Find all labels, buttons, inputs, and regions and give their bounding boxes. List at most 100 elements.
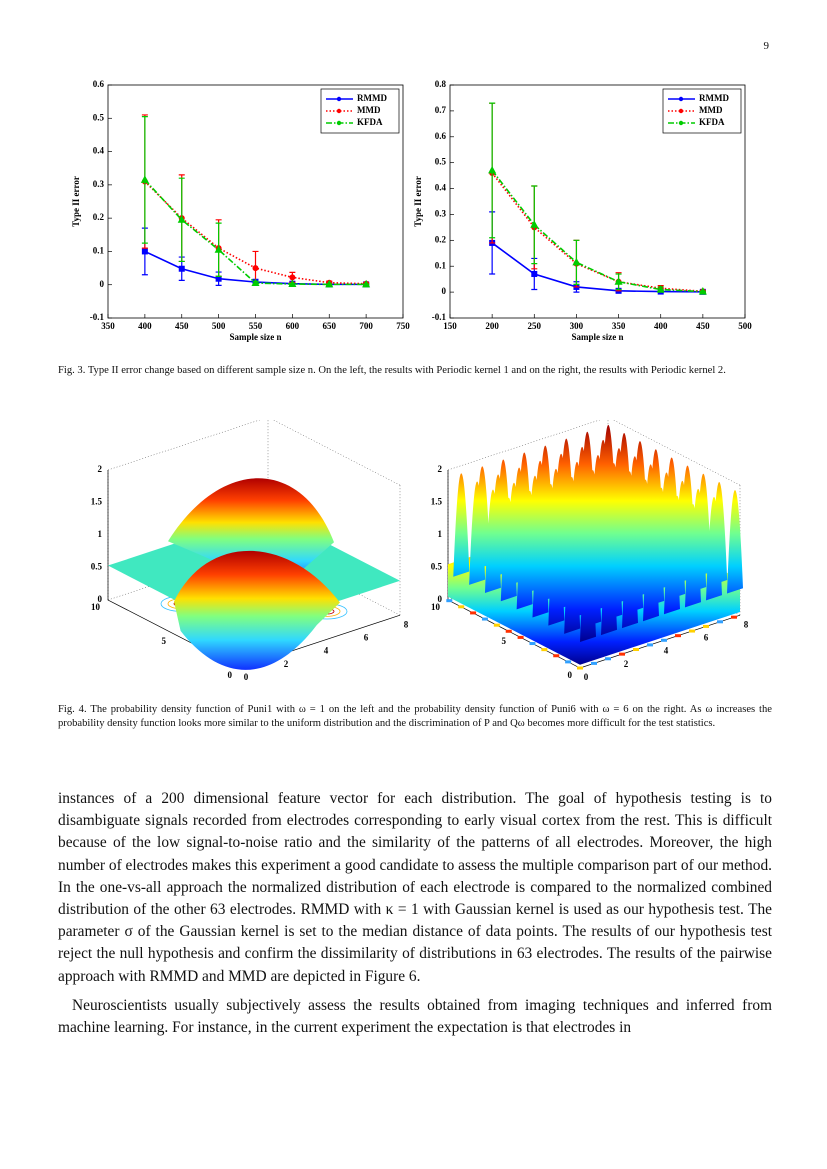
contour: [661, 638, 667, 642]
contour: [470, 611, 477, 615]
contour: [493, 623, 500, 627]
x-tick-label: 550: [249, 321, 263, 331]
x-tick-label: 2: [284, 659, 289, 669]
z-tick-label: 0: [98, 594, 103, 604]
surface: [174, 550, 340, 670]
z-tick-label: 1: [98, 529, 103, 539]
x-tick-label: 350: [101, 321, 115, 331]
surface: [453, 424, 743, 642]
x-tick-label: 0: [244, 672, 249, 682]
marker: [530, 220, 539, 228]
contour: [541, 648, 548, 652]
contour: [577, 666, 583, 670]
y-tick-label: -0.1: [432, 312, 447, 322]
figure-caption: Fig. 4. The probability density function…: [58, 704, 772, 729]
marker: [531, 270, 538, 277]
x-tick-label: 650: [323, 321, 337, 331]
marker: [252, 265, 259, 272]
y-tick-label: 0.1: [435, 260, 447, 270]
x-tick-label: 450: [175, 321, 189, 331]
contour: [591, 661, 597, 665]
x-tick-label: 2: [624, 659, 629, 669]
marker: [177, 215, 186, 223]
x-tick-label: 700: [359, 321, 373, 331]
contour: [529, 642, 536, 646]
z-tick-label: 1: [438, 529, 443, 539]
page-number: 9: [763, 40, 770, 52]
contour: [481, 617, 488, 621]
x-tick-label: 500: [212, 321, 226, 331]
axis-line: [447, 470, 741, 669]
marker: [140, 175, 149, 183]
y-tick-label: 0.6: [93, 79, 105, 89]
contour: [619, 652, 625, 656]
z-tick-label: 0.5: [431, 562, 443, 572]
x-tick-label: 6: [364, 632, 369, 642]
contour: [731, 615, 737, 619]
x-tick-label: 0: [584, 672, 589, 682]
marker: [656, 284, 665, 293]
z-tick-label: 2: [438, 464, 443, 474]
y-tick-label: 0.8: [435, 79, 447, 89]
x-tick-label: 6: [704, 632, 709, 642]
marker: [289, 274, 296, 281]
y-tick-label: 0.1: [93, 245, 105, 255]
x-tick-label: 4: [324, 646, 329, 656]
contour: [553, 654, 560, 658]
marker: [325, 279, 334, 288]
legend-label: KFDA: [357, 117, 383, 127]
y-tick-label: 0: [100, 279, 105, 289]
marker: [488, 165, 497, 174]
contour: [565, 660, 572, 664]
marker: [572, 257, 581, 266]
legend-label: RMMD: [357, 93, 387, 103]
contour: [633, 648, 639, 652]
figure-caption: Fig. 3. Type II error change based on di…: [58, 365, 726, 376]
contour: [605, 657, 611, 661]
marker: [288, 279, 297, 288]
axis-box-line: [447, 420, 601, 471]
y-tick-label: 10: [431, 602, 441, 612]
legend-label: RMMD: [699, 93, 729, 103]
x-tick-label: 350: [612, 321, 626, 331]
contour: [505, 629, 512, 633]
legend-marker: [678, 108, 684, 114]
legend-label: MMD: [357, 105, 381, 115]
series-line: [491, 169, 703, 293]
x-tick-label: 4: [664, 646, 669, 656]
y-tick-label: 0.7: [435, 105, 447, 115]
legend-marker: [678, 120, 684, 126]
axis-box-line: [272, 420, 401, 486]
x-tick-label: 600: [286, 321, 300, 331]
y-tick-label: 5: [162, 636, 167, 646]
z-tick-label: 1.5: [91, 497, 103, 507]
z-tick-label: 0.5: [91, 562, 103, 572]
marker: [251, 278, 260, 287]
y-tick-label: 0.4: [435, 183, 447, 193]
axis-box-line: [612, 420, 741, 486]
y-tick-label: 0.5: [93, 112, 105, 122]
legend-marker: [336, 96, 342, 102]
y-tick-label: 0.3: [435, 209, 447, 219]
marker: [362, 279, 371, 288]
x-tick-label: 400: [654, 321, 668, 331]
y-axis-label: Type II error: [71, 176, 81, 227]
contour: [703, 624, 709, 628]
legend-marker: [678, 96, 684, 102]
y-tick-label: 0.4: [93, 146, 105, 156]
contour: [446, 599, 453, 603]
y-tick-label: 0.2: [435, 234, 447, 244]
chart: -0.1 0 0.1 0.2 0.3 0.4 0.5 0.6 0.7 0.8 150 200 250 30…: [413, 79, 752, 342]
axis-line: [107, 470, 401, 669]
x-tick-label: 250: [528, 321, 542, 331]
x-tick-label: 8: [744, 619, 749, 629]
x-axis-label: Sample size n: [571, 332, 623, 342]
x-axis-label: Sample size n: [229, 332, 281, 342]
legend-marker: [336, 108, 342, 114]
series-line: [491, 172, 703, 293]
contour: [458, 605, 465, 609]
z-tick-label: 1.5: [431, 497, 443, 507]
contour: [689, 629, 695, 633]
